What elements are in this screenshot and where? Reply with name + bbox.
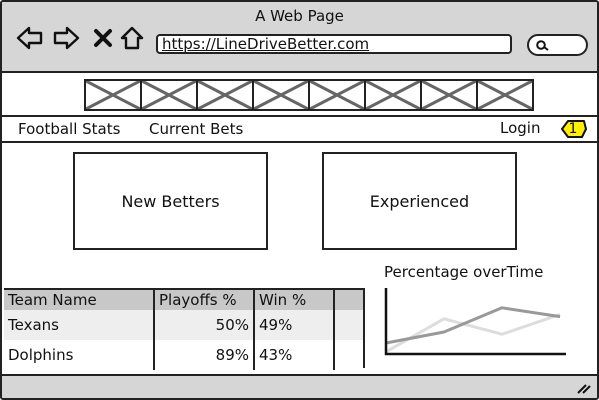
- cell-playoffs: 89%: [154, 340, 255, 370]
- cell-empty: [334, 340, 363, 370]
- back-arrow-icon[interactable]: [16, 24, 44, 52]
- image-placeholder: [476, 79, 534, 111]
- menu-bar: Football Stats Current Bets Login 1: [2, 115, 597, 143]
- team-stats-table: Team Name Playoffs % Win % Texans 50% 49…: [4, 288, 365, 370]
- badge-count: 1: [568, 121, 578, 137]
- banner-image-strip: [84, 79, 534, 111]
- image-placeholder: [420, 79, 478, 111]
- close-icon[interactable]: [89, 24, 117, 52]
- image-placeholder: [364, 79, 422, 111]
- cell-win: 49%: [254, 310, 335, 340]
- chart-title: Percentage overTime: [384, 263, 544, 281]
- column-header-playoffs: Playoffs %: [154, 290, 255, 310]
- menu-item-current-bets[interactable]: Current Bets: [149, 120, 244, 138]
- cell-playoffs: 50%: [154, 310, 255, 340]
- column-header-empty: [334, 290, 363, 310]
- url-input[interactable]: https://LineDriveBetter.com: [156, 34, 512, 54]
- status-bar: [2, 374, 597, 398]
- experienced-panel[interactable]: Experienced: [322, 152, 517, 250]
- cell-win: 43%: [254, 340, 335, 370]
- cell-team: Texans: [4, 310, 155, 340]
- new-betters-label: New Betters: [121, 191, 220, 211]
- image-placeholder: [84, 79, 142, 111]
- menu-item-football-stats[interactable]: Football Stats: [18, 120, 121, 138]
- login-link[interactable]: Login: [500, 119, 541, 137]
- image-placeholder: [252, 79, 310, 111]
- cell-empty: [334, 310, 363, 340]
- new-betters-panel[interactable]: New Betters: [73, 152, 268, 250]
- page-title: A Web Page: [255, 7, 344, 25]
- forward-arrow-icon[interactable]: [52, 24, 80, 52]
- badge-shape-icon: [561, 120, 587, 138]
- image-placeholder: [196, 79, 254, 111]
- image-placeholder: [308, 79, 366, 111]
- chart-series-line: [385, 312, 561, 354]
- notification-badge[interactable]: 1: [557, 118, 589, 140]
- table-row[interactable]: Dolphins 89% 43%: [4, 340, 363, 370]
- table-row[interactable]: Texans 50% 49%: [4, 310, 363, 340]
- experienced-label: Experienced: [369, 191, 470, 211]
- search-icon: [536, 40, 549, 51]
- chart-series-line: [385, 306, 561, 345]
- resize-grip-icon[interactable]: [575, 382, 591, 394]
- cell-team: Dolphins: [4, 340, 155, 370]
- image-placeholder: [140, 79, 198, 111]
- percentage-line-chart: [384, 288, 566, 356]
- home-icon[interactable]: [118, 24, 146, 52]
- chart-axes: [384, 288, 566, 356]
- browser-titlebar: A Web Page https://LineDriveBetter.com: [2, 2, 597, 73]
- search-field[interactable]: [527, 34, 588, 56]
- column-header-win: Win %: [254, 290, 335, 310]
- column-header-team: Team Name: [4, 290, 155, 310]
